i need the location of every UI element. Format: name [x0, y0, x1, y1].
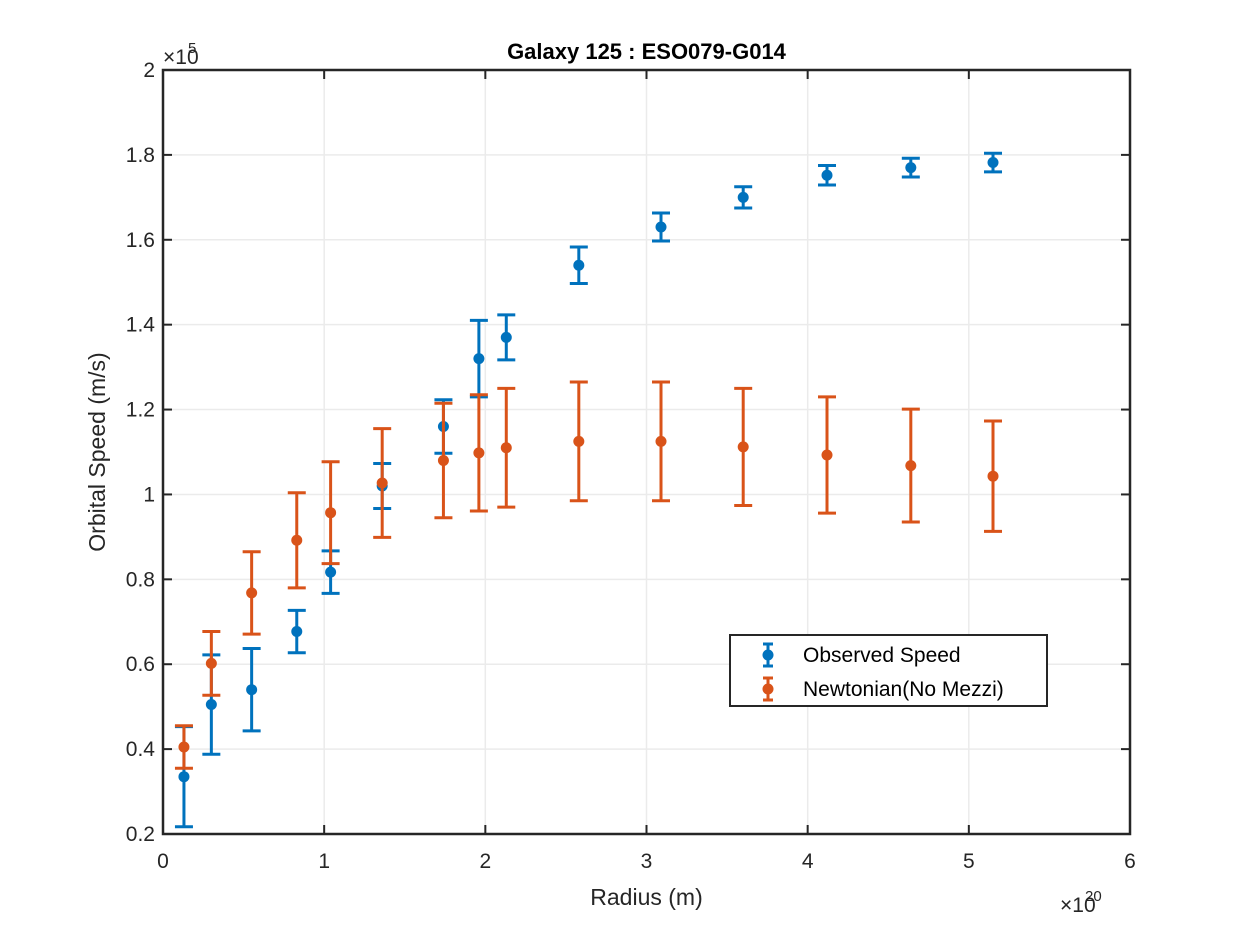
legend: Observed Speed Newtonian(No Mezzi): [729, 634, 1048, 707]
legend-label-observed: Observed Speed: [803, 644, 961, 667]
data-point: [291, 534, 303, 546]
data-point: [737, 441, 749, 453]
data-point: [246, 587, 258, 599]
x-tick-label: 0: [157, 850, 169, 873]
data-point: [905, 460, 917, 472]
data-point: [737, 191, 749, 203]
data-point: [655, 435, 667, 447]
data-point: [376, 477, 388, 489]
y-tick-label: 0.8: [126, 568, 155, 591]
data-point: [905, 162, 917, 174]
y-exponent-power: 5: [188, 40, 196, 57]
data-point: [987, 470, 999, 482]
y-axis-exponent: ×10 5: [163, 40, 199, 69]
series-observed-speed: [174, 151, 1003, 829]
x-tick-label: 6: [1124, 850, 1136, 873]
data-point: [987, 157, 999, 169]
legend-box: [729, 634, 1048, 707]
data-point: [178, 771, 190, 783]
y-tick-label: 1.6: [126, 229, 155, 252]
legend-point: [762, 683, 774, 695]
x-exponent-base: ×10: [1060, 894, 1096, 917]
data-point: [500, 331, 512, 343]
y-tick-label: 1.8: [126, 144, 155, 167]
data-point: [205, 657, 217, 669]
x-tick-label: 5: [963, 850, 975, 873]
y-exponent-base: ×10: [163, 46, 199, 69]
x-exponent-power: 20: [1085, 888, 1102, 905]
data-point: [325, 566, 337, 578]
data-point: [178, 741, 190, 753]
y-tick-label: 1.2: [126, 399, 155, 422]
y-tick-label: 1: [143, 483, 155, 506]
data-point: [205, 699, 217, 711]
x-tick-label: 4: [802, 850, 814, 873]
data-point: [655, 221, 667, 233]
x-tick-label: 3: [641, 850, 653, 873]
legend-marker-newtonian: [762, 676, 774, 702]
chart-title: Galaxy 125 : ESO079-G014: [507, 39, 787, 64]
series-layer: [174, 151, 1003, 829]
y-tick-label: 0.4: [126, 738, 156, 761]
tick-marks: [162, 69, 1131, 835]
x-axis-exponent: ×10 20: [1060, 888, 1102, 917]
data-point: [573, 259, 585, 271]
x-tick-label: 2: [479, 850, 491, 873]
x-axis-title: Radius (m): [590, 884, 702, 910]
y-tick-label: 0.6: [126, 653, 155, 676]
tick-labels: 0 1 2 3 4 5 6 0.2 0.4 0.6 0.8 1 1.2 1.4 1.6 1.8 2: [126, 59, 1136, 873]
y-tick-label: 2: [143, 59, 155, 82]
legend-point: [762, 649, 774, 661]
legend-label-newtonian: Newtonian(No Mezzi): [803, 678, 1004, 701]
data-point: [437, 454, 449, 466]
x-tick-label: 1: [318, 850, 330, 873]
data-point: [821, 449, 833, 461]
data-point: [291, 626, 303, 638]
y-tick-label: 0.2: [126, 823, 155, 846]
data-point: [473, 447, 485, 459]
y-axis-title: Orbital Speed (m/s): [84, 352, 110, 551]
grid-lines: [163, 70, 1130, 834]
y-tick-label: 1.4: [126, 314, 156, 337]
data-point: [473, 353, 485, 365]
data-point: [500, 442, 512, 454]
series-newtonian: [174, 380, 1003, 770]
legend-marker-observed: [762, 642, 774, 668]
data-point: [573, 435, 585, 447]
data-point: [821, 169, 833, 181]
data-point: [246, 684, 258, 696]
data-point: [325, 507, 337, 519]
